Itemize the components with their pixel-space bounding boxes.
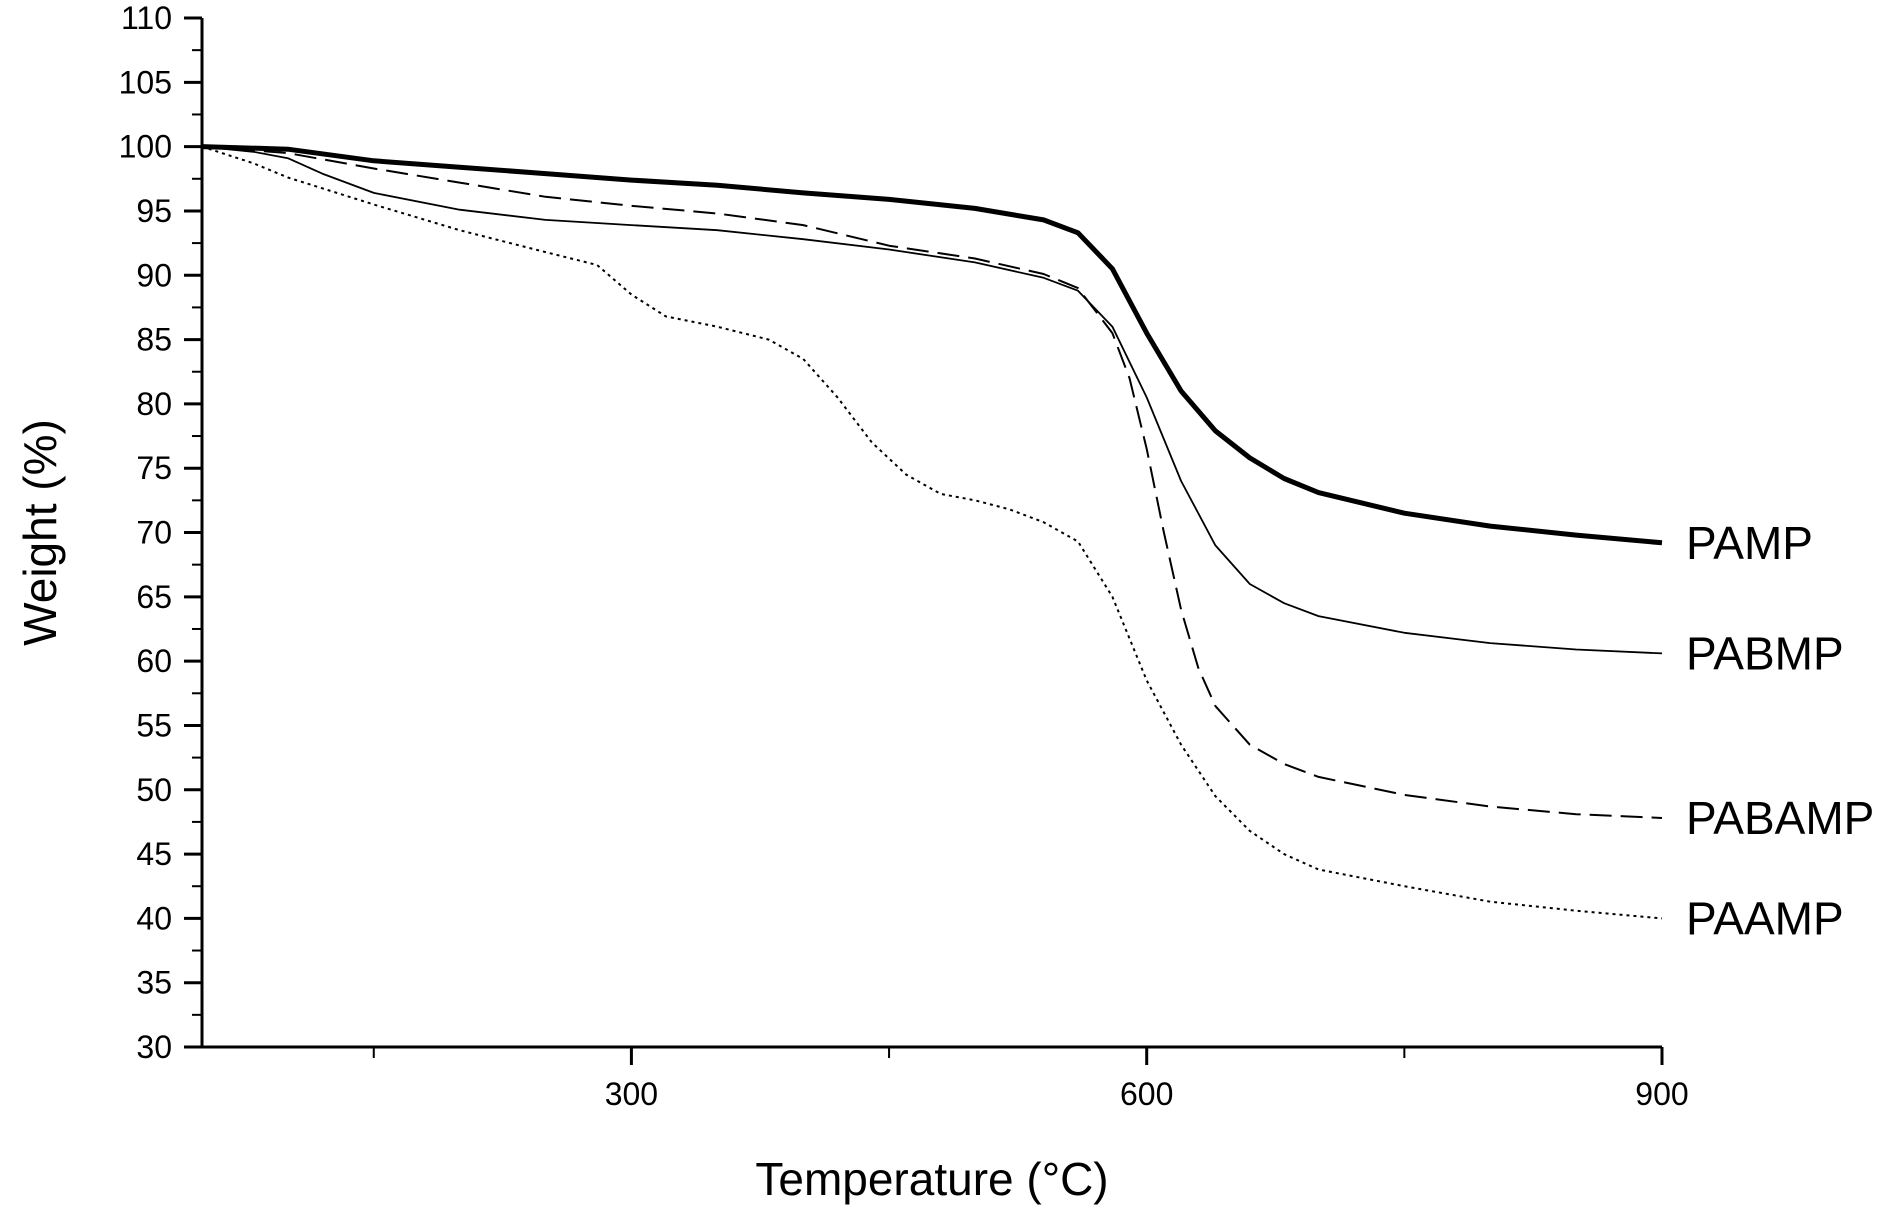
y-tick-label: 95 — [136, 193, 172, 229]
y-tick-label: 40 — [136, 900, 172, 936]
x-tick-label: 300 — [605, 1076, 658, 1112]
x-ticks: 300 600 900 — [372, 1047, 1689, 1112]
series-line-pabamp — [201, 145, 1663, 819]
y-tick-label: 105 — [119, 64, 172, 100]
y-tick-label: 55 — [136, 707, 172, 743]
y-tick-label: 50 — [136, 772, 172, 808]
y-tick-label: 30 — [136, 1029, 172, 1065]
y-axis-title: Weight (%) — [14, 419, 66, 646]
series-lines — [201, 144, 1663, 920]
series-labels: PAMP PABMP PABAMP PAAMP — [1686, 517, 1874, 945]
series-line-paamp — [201, 145, 1663, 920]
x-tick-label: 900 — [1635, 1076, 1688, 1112]
y-tick-label: 110 — [121, 0, 172, 36]
y-tick-label: 35 — [136, 965, 172, 1001]
series-label-paamp: PAAMP — [1686, 892, 1844, 944]
y-ticks: 30 35 40 45 50 55 60 65 70 75 80 85 90 95 100 105 110 — [119, 0, 202, 1065]
x-axis-title: Temperature (°C) — [755, 1153, 1108, 1205]
y-tick-label: 75 — [136, 450, 172, 486]
series-line-pamp — [201, 144, 1663, 546]
y-tick-label: 45 — [136, 836, 172, 872]
y-tick-label: 100 — [119, 129, 172, 165]
y-tick-label: 65 — [136, 579, 172, 615]
series-label-pabmp: PABMP — [1686, 627, 1844, 679]
y-tick-label: 85 — [136, 322, 172, 358]
series-line-pabmp — [201, 145, 1663, 655]
x-tick-label: 600 — [1120, 1076, 1173, 1112]
y-tick-label: 70 — [136, 515, 172, 551]
y-tick-label: 90 — [136, 257, 172, 293]
y-tick-label: 80 — [136, 386, 172, 422]
series-label-pamp: PAMP — [1686, 517, 1813, 569]
y-tick-label: 60 — [136, 643, 172, 679]
axes — [200, 18, 1662, 1049]
series-label-pabamp: PABAMP — [1686, 792, 1874, 844]
